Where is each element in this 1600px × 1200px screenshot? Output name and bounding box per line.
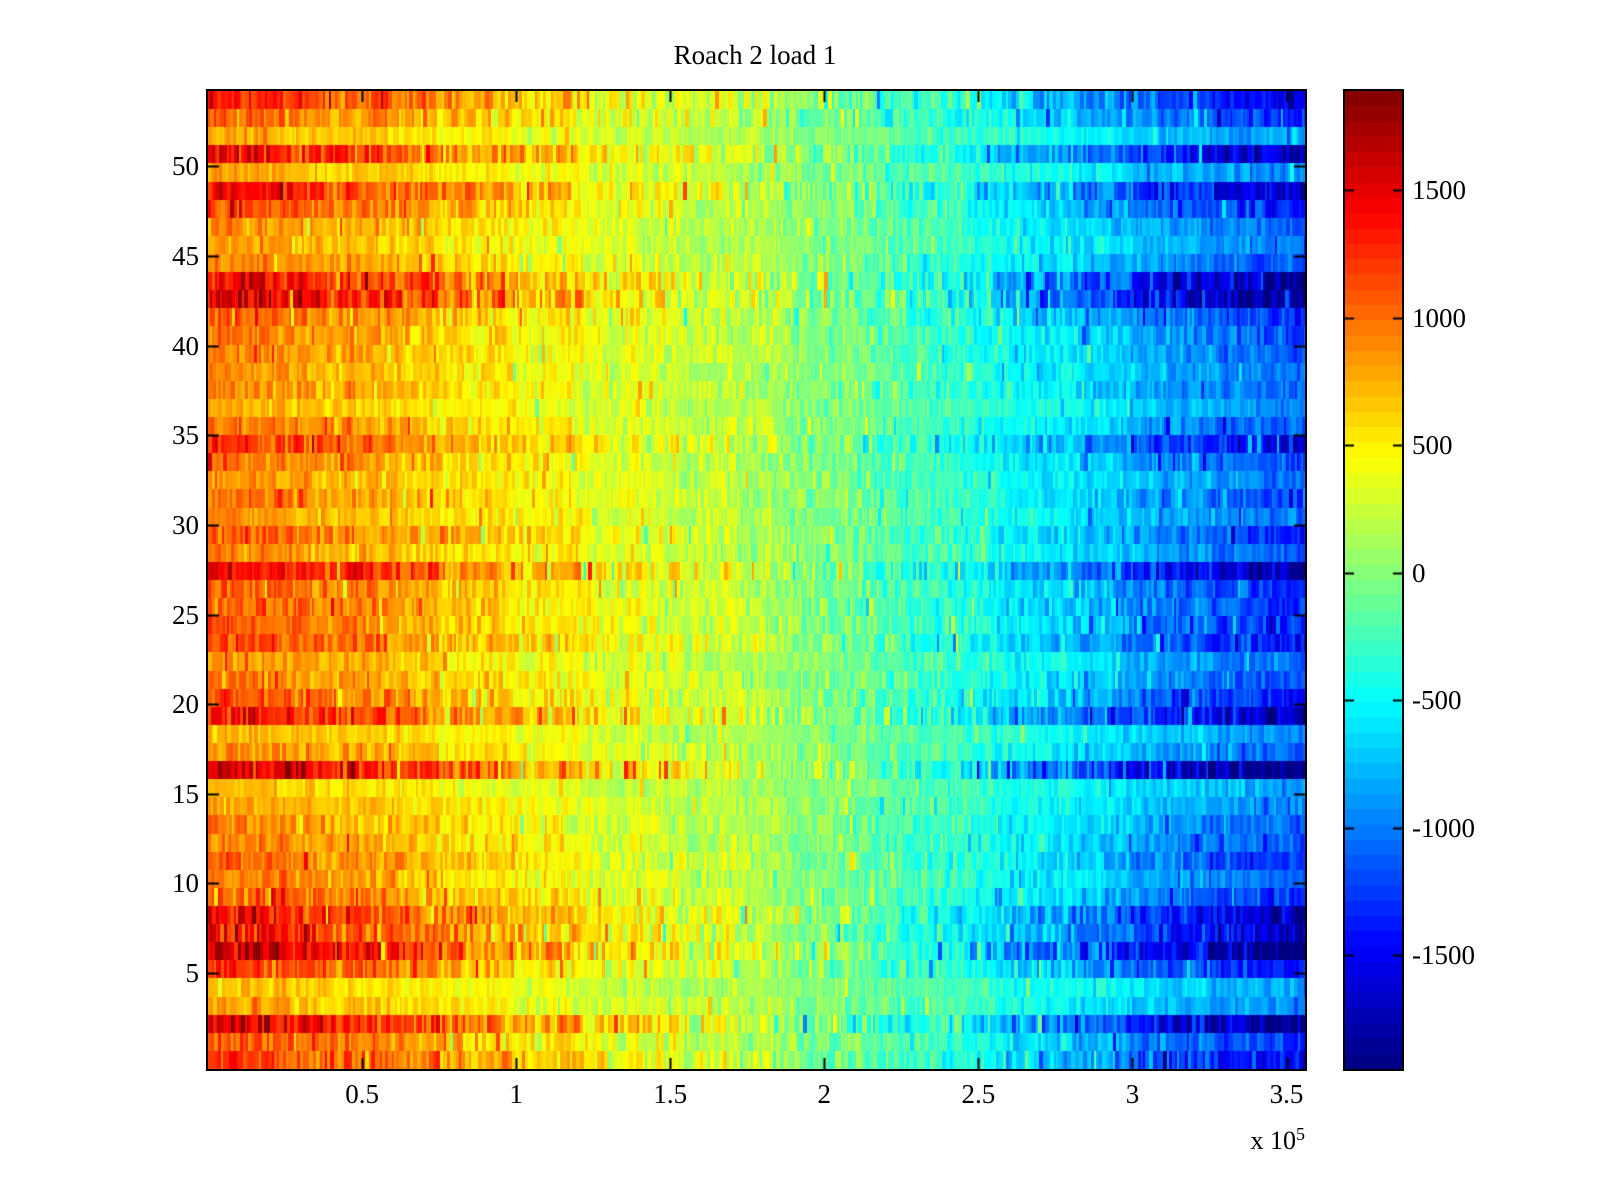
x-tick-label: 1 xyxy=(509,1079,523,1109)
x-tick-label: 3.5 xyxy=(1269,1079,1304,1109)
y-tick-label: 10 xyxy=(172,868,199,899)
x-tick-label: 2 xyxy=(817,1079,832,1109)
y-tick-label: 30 xyxy=(172,509,199,540)
y-tick-label: 50 xyxy=(172,151,199,182)
y-tick-label: 35 xyxy=(172,420,199,451)
plot-title: Roach 2 load 1 xyxy=(673,40,837,70)
colorbar-tick-label: 1500 xyxy=(1412,175,1466,205)
x-exponent-prefix: x 10 xyxy=(1250,1126,1297,1155)
x-axis-exponent-label: x 105 xyxy=(1195,1124,1306,1156)
heatmap-canvas xyxy=(206,89,1307,1071)
colorbar-tick-label: 500 xyxy=(1412,430,1453,460)
x-tick-label: 0.5 xyxy=(345,1079,379,1109)
colorbar-canvas xyxy=(1343,89,1404,1071)
y-tick-label: 40 xyxy=(172,330,199,361)
y-tick-label: 25 xyxy=(172,599,199,630)
colorbar-tick-label: 0 xyxy=(1412,557,1426,588)
y-tick-label: 20 xyxy=(172,689,199,720)
colorbar-tick-label: -1000 xyxy=(1412,812,1475,843)
y-tick-label: 15 xyxy=(172,778,199,809)
y-tick-label: 45 xyxy=(172,240,199,271)
colorbar-tick-label: -500 xyxy=(1412,685,1462,715)
x-tick-label: 3 xyxy=(1125,1079,1140,1109)
colorbar-tick-label: -1500 xyxy=(1412,940,1475,970)
y-tick-label: 5 xyxy=(185,958,200,989)
x-exponent-power: 5 xyxy=(1296,1124,1305,1144)
colorbar-tick-label: 1000 xyxy=(1412,302,1466,333)
x-tick-label: 2.5 xyxy=(961,1079,996,1109)
x-tick-label: 1.5 xyxy=(653,1079,688,1109)
